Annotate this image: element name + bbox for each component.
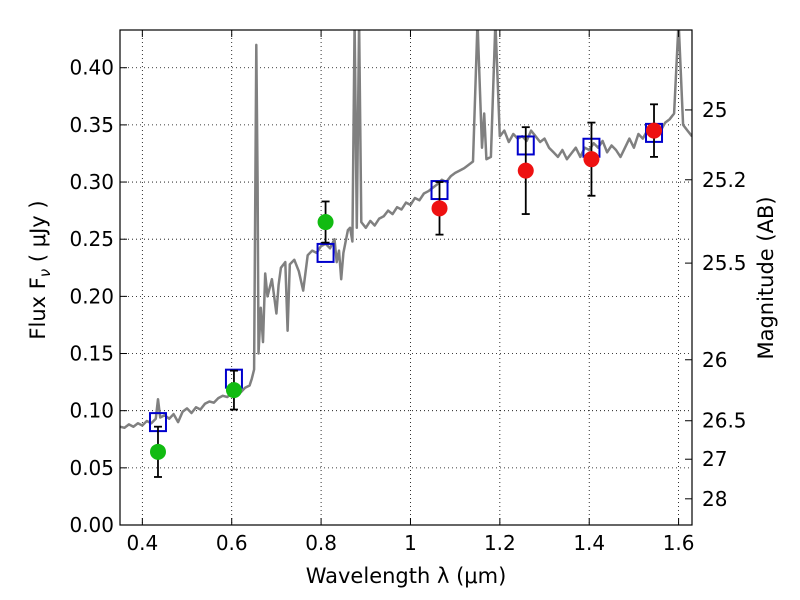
svg-text:Flux Fν ( μJy ): Flux Fν ( μJy ) bbox=[26, 200, 54, 339]
x-tick-label: 0.8 bbox=[305, 531, 337, 555]
y-axis-label-left: Flux Fν ( μJy ) bbox=[26, 200, 54, 339]
plot-frame bbox=[119, 29, 693, 526]
x-tick-label: 1.2 bbox=[484, 531, 516, 555]
right-tick-label: 26.5 bbox=[702, 409, 747, 433]
x-tick-label: 1.4 bbox=[573, 531, 605, 555]
right-tick-label: 25.5 bbox=[702, 251, 747, 275]
x-axis-label: Wavelength λ (μm) bbox=[306, 564, 507, 588]
x-tick-label: 0.4 bbox=[126, 531, 158, 555]
x-tick-label: 1.6 bbox=[663, 531, 695, 555]
y-tick-label: 0.40 bbox=[69, 56, 114, 80]
right-tick-label: 25 bbox=[702, 98, 727, 122]
series-layer bbox=[120, 30, 692, 478]
y-axis-label-main: Flux F bbox=[26, 277, 50, 339]
right-tick-label: 27 bbox=[702, 447, 727, 471]
ticks: 0.4 0.6 0.8 1 1.2 1.4 1.6 0.00 0.05 0.10 0.15 0.20 0… bbox=[69, 30, 747, 555]
grid bbox=[120, 30, 692, 526]
right-tick-label: 25.2 bbox=[702, 168, 747, 192]
y-tick-label: 0.00 bbox=[69, 513, 114, 537]
y-tick-label: 0.15 bbox=[69, 342, 114, 366]
y-tick-label: 0.25 bbox=[69, 227, 114, 251]
y-tick-label: 0.05 bbox=[69, 456, 114, 480]
right-tick-label: 28 bbox=[702, 487, 727, 511]
y-axis-label-unit: ( μJy ) bbox=[26, 200, 50, 268]
nir_observed-point bbox=[646, 122, 663, 139]
model-sed-line bbox=[120, 30, 692, 430]
y-tick-label: 0.35 bbox=[69, 113, 114, 137]
nir_observed-point bbox=[517, 162, 534, 179]
x-tick-label: 1 bbox=[404, 531, 417, 555]
x-tick-label: 0.6 bbox=[216, 531, 248, 555]
y-tick-label: 0.10 bbox=[69, 399, 114, 423]
y-tick-label: 0.20 bbox=[69, 284, 114, 308]
optical_observed-point bbox=[317, 214, 334, 231]
y-tick-label: 0.30 bbox=[69, 170, 114, 194]
y-axis-label-sub: ν bbox=[36, 269, 54, 277]
right-tick-label: 26 bbox=[702, 348, 727, 372]
model-photometry-square bbox=[316, 242, 335, 263]
optical_observed-point bbox=[225, 382, 242, 399]
nir_observed-point bbox=[583, 151, 600, 168]
y-axis-label-right: Magnitude (AB) bbox=[754, 196, 778, 359]
optical_observed-point bbox=[149, 443, 166, 460]
nir_observed-point bbox=[431, 200, 448, 217]
